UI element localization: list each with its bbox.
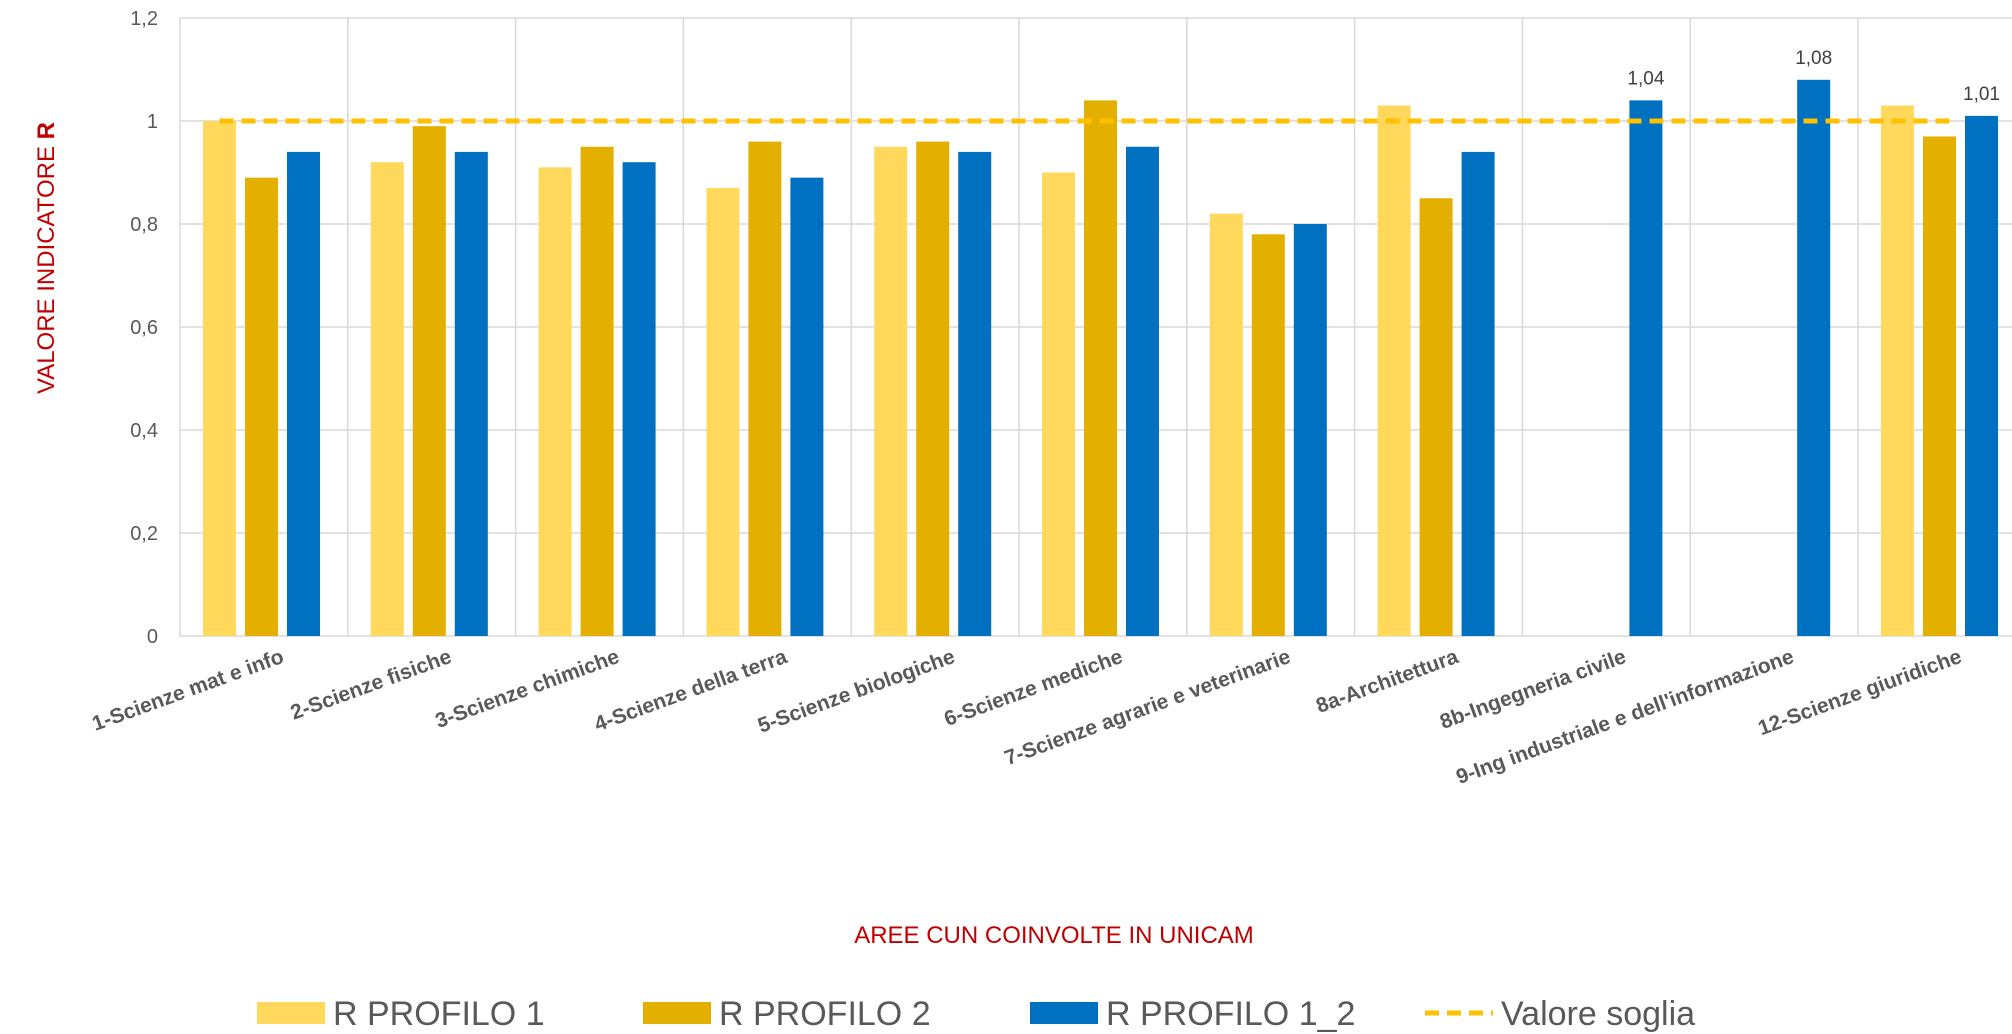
x-category-label: 1-Scienze mat e info <box>89 645 287 736</box>
y-tick-label: 0,2 <box>130 523 158 545</box>
bar-series-1 <box>370 162 404 636</box>
data-label: 1,04 <box>1627 68 1664 89</box>
legend-swatch <box>257 1002 325 1024</box>
x-axis-title: AREE CUN COINVOLTE IN UNICAM <box>854 922 1254 949</box>
y-axis-ticks: 0 0,2 0,4 0,6 0,8 1 1,2 <box>130 8 158 648</box>
bar-series-2 <box>580 146 614 636</box>
data-label: 1,01 <box>1963 84 2000 105</box>
x-category-label: 2-Scienze fisiche <box>288 645 455 724</box>
bar-series-1 <box>1042 172 1075 636</box>
bar-series-1 <box>538 167 572 636</box>
bar-series-3 <box>790 177 824 636</box>
bar-series-2 <box>412 126 446 637</box>
y-tick-label: 0,8 <box>130 214 158 236</box>
bar-series-3 <box>287 151 320 636</box>
legend-label: Valore soglia <box>1501 995 1695 1033</box>
y-tick-label: 1 <box>147 111 158 133</box>
y-tick-label: 0 <box>147 626 158 648</box>
bar-series-3 <box>1629 100 1663 636</box>
data-label: 1,08 <box>1795 48 1832 69</box>
x-category-label: 7-Scienze agrarie e veterinarie <box>1002 645 1294 770</box>
bar-series-2 <box>1923 136 1956 636</box>
bar-series-1 <box>1881 105 1914 637</box>
bars <box>203 79 1998 637</box>
x-category-label: 8a-Architettura <box>1313 645 1462 718</box>
bar-series-3 <box>1293 224 1327 636</box>
y-axis-title-bold: R <box>33 122 60 139</box>
bar-series-2 <box>1084 100 1117 636</box>
bar-series-2 <box>245 177 278 636</box>
y-axis-title: VALORE INDICATORE R <box>33 122 60 394</box>
x-axis-category-labels: 1-Scienze mat e info 2-Scienze fisiche3-S… <box>89 645 1965 789</box>
bar-series-3 <box>1797 79 1831 637</box>
legend-label: R PROFILO 1_2 <box>1106 995 1355 1033</box>
bar-series-2 <box>748 141 782 636</box>
legend-label: R PROFILO 2 <box>719 995 931 1033</box>
legend-label: R PROFILO 1 <box>333 995 545 1033</box>
legend-swatch <box>1030 1002 1098 1024</box>
bar-series-1 <box>1209 213 1243 636</box>
bar-series-3 <box>1126 146 1159 636</box>
bar-series-3 <box>1965 115 1998 637</box>
y-axis-title-text: VALORE INDICATORE <box>33 139 60 394</box>
bar-series-3 <box>454 151 488 636</box>
bar-series-2 <box>916 141 950 636</box>
bar-series-1 <box>203 121 236 636</box>
legend-swatch <box>643 1002 711 1024</box>
bar-series-1 <box>874 146 908 636</box>
y-tick-label: 1,2 <box>130 8 158 30</box>
legend: R PROFILO 1 R PROFILO 2 R PROFILO 1_2 Valor… <box>257 995 1695 1033</box>
bar-series-3 <box>1461 151 1495 636</box>
y-tick-label: 0,6 <box>130 317 158 339</box>
data-labels: 1,04 1,08 1,01 <box>1627 48 2000 105</box>
y-tick-label: 0,4 <box>130 420 158 442</box>
bar-series-2 <box>1419 198 1453 636</box>
bar-series-1 <box>706 187 740 636</box>
bar-series-2 <box>1251 234 1285 637</box>
bar-series-3 <box>958 151 992 636</box>
bar-series-3 <box>622 162 656 636</box>
bar-series-1 <box>1377 105 1411 637</box>
